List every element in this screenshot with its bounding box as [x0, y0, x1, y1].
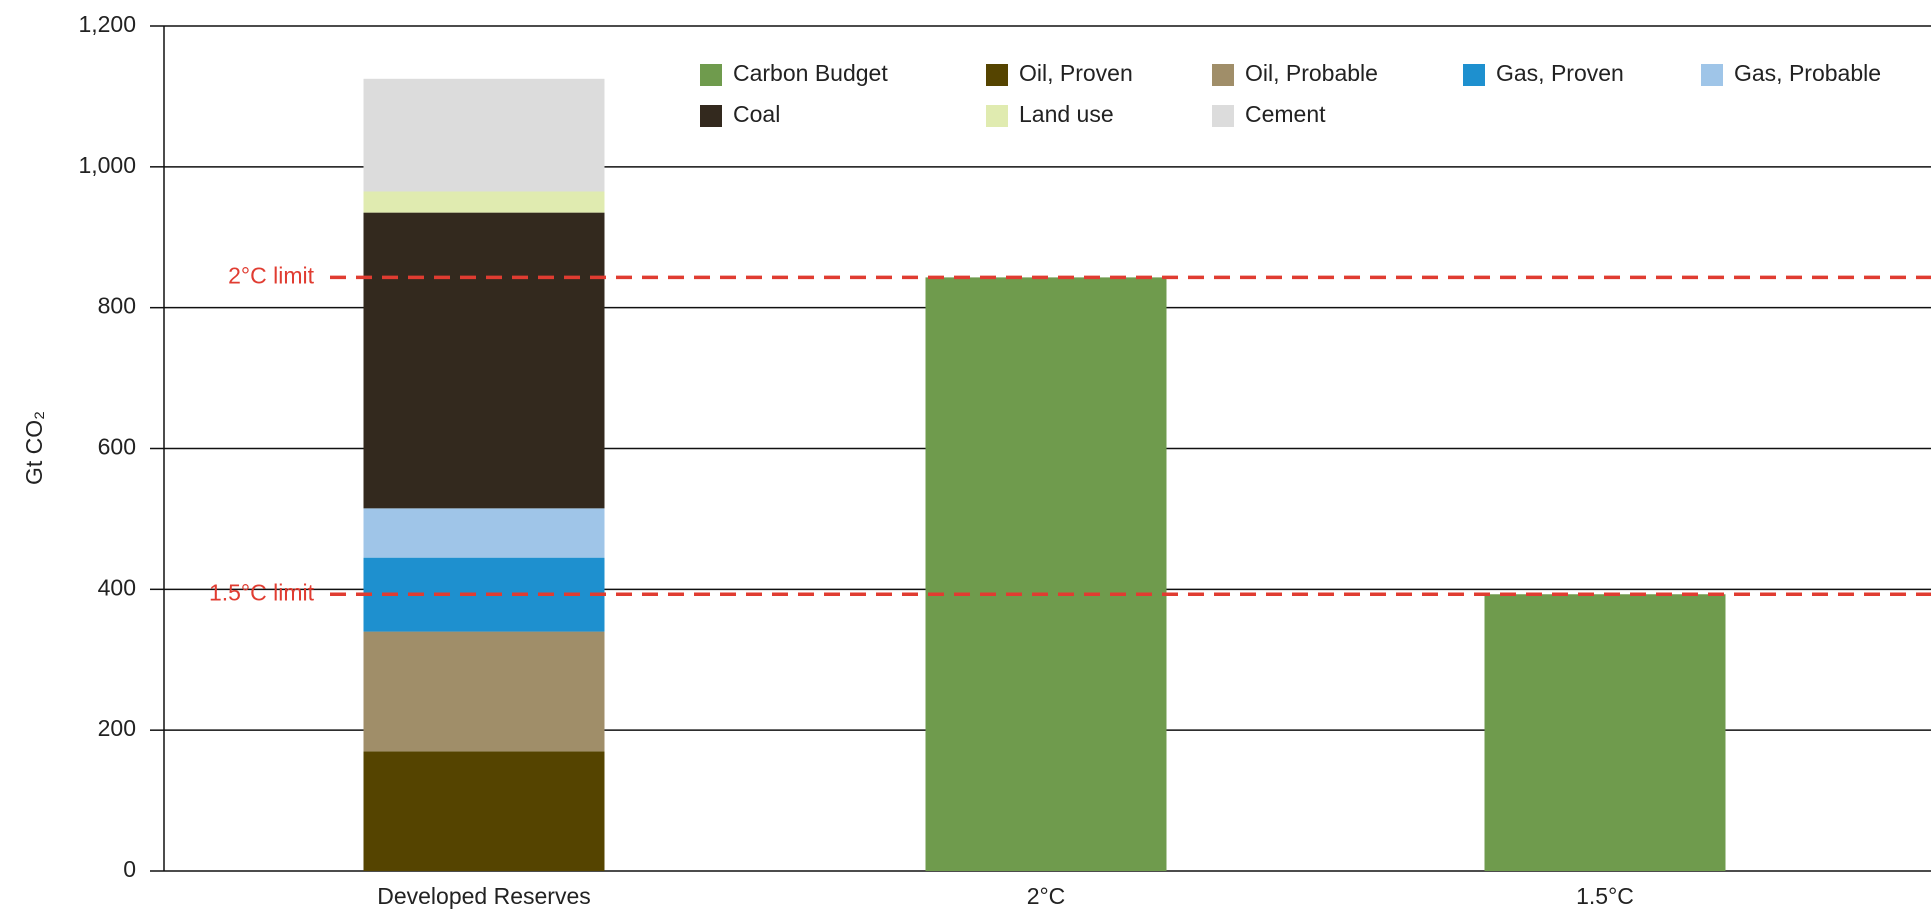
y-tick-label: 200 [98, 715, 136, 741]
x-tick-label: Developed Reserves [377, 883, 591, 909]
y-tick-label: 400 [98, 574, 136, 600]
bar-segment [363, 631, 605, 752]
bar-segment [363, 78, 605, 192]
bar-segment [363, 508, 605, 558]
legend-swatch [700, 105, 722, 127]
legend-label: Carbon Budget [733, 60, 888, 86]
legend-label: Gas, Probable [1734, 60, 1881, 86]
bar-segment [363, 212, 605, 509]
legend-swatch [986, 64, 1008, 86]
reference-label: 1.5°C limit [209, 579, 315, 605]
legend-label: Oil, Proven [1019, 60, 1133, 86]
legend-swatch [1463, 64, 1485, 86]
legend-label: Land use [1019, 101, 1114, 127]
legend-swatch [1701, 64, 1723, 86]
legend-label: Cement [1245, 101, 1326, 127]
y-tick-label: 1,000 [78, 152, 136, 178]
legend-swatch [700, 64, 722, 86]
y-tick-label: 1,200 [78, 11, 136, 37]
y-tick-label: 600 [98, 434, 136, 460]
y-axis-label: Gt CO₂ [21, 411, 47, 485]
bar-segment [1484, 594, 1726, 871]
bar-segment [363, 751, 605, 871]
reference-label: 2°C limit [228, 262, 314, 288]
legend-swatch [986, 105, 1008, 127]
legend-swatch [1212, 105, 1234, 127]
legend-label: Coal [733, 101, 780, 127]
x-tick-label: 1.5°C [1576, 883, 1634, 909]
bar-segment [363, 191, 605, 213]
y-tick-label: 0 [123, 856, 136, 882]
bar-segment [925, 277, 1167, 871]
x-tick-label: 2°C [1027, 883, 1066, 909]
y-tick-label: 800 [98, 293, 136, 319]
legend-swatch [1212, 64, 1234, 86]
legend-label: Gas, Proven [1496, 60, 1624, 86]
legend-label: Oil, Probable [1245, 60, 1378, 86]
